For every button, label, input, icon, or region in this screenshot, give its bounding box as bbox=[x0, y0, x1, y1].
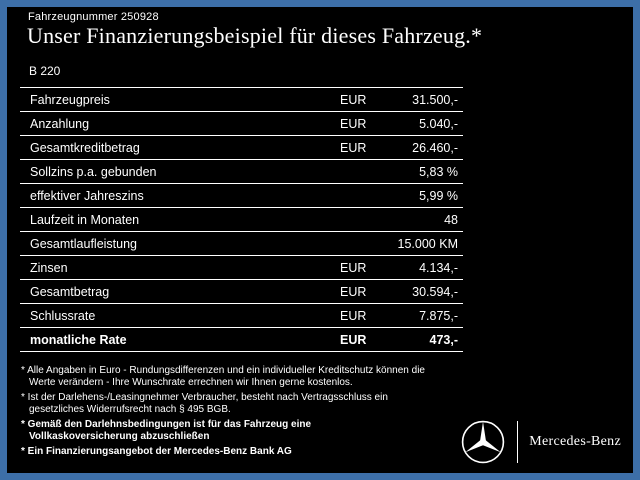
mercedes-star-icon bbox=[462, 420, 505, 464]
vehicle-model: B 220 bbox=[29, 64, 61, 78]
page-title: Unser Finanzierungsbeispiel für dieses F… bbox=[27, 23, 483, 48]
row-label: monatliche Rate bbox=[30, 332, 127, 347]
footnote: * Ein Finanzierungsangebot der Mercedes-… bbox=[21, 446, 292, 457]
row-value: 4.134,- bbox=[419, 260, 458, 275]
row-currency: EUR bbox=[340, 116, 367, 131]
row-value: 15.000 KM bbox=[397, 236, 458, 251]
finance-table: Fahrzeugpreis EUR 31.500,- Anzahlung EUR… bbox=[20, 87, 463, 352]
table-row: Schlussrate EUR 7.875,- bbox=[20, 304, 463, 328]
row-label: Anzahlung bbox=[30, 116, 90, 131]
table-row: Fahrzeugpreis EUR 31.500,- bbox=[20, 88, 463, 112]
row-label: Schlussrate bbox=[30, 308, 96, 323]
row-currency: EUR bbox=[340, 140, 367, 155]
table-row: Anzahlung EUR 5.040,- bbox=[20, 112, 463, 136]
footnote: * Alle Angaben in Euro - Rundungsdiffere… bbox=[21, 365, 425, 388]
row-currency: EUR bbox=[340, 260, 367, 275]
brand-area: Mercedes-Benz bbox=[460, 419, 621, 465]
row-label: Gesamtkreditbetrag bbox=[30, 140, 140, 155]
row-label: Laufzeit in Monaten bbox=[30, 212, 140, 227]
row-value: 7.875,- bbox=[419, 308, 458, 323]
footnotes: * Alle Angaben in Euro - Rundungsdiffere… bbox=[21, 365, 473, 462]
row-value: 48 bbox=[444, 212, 458, 227]
table-row: Laufzeit in Monaten 48 bbox=[20, 208, 463, 232]
row-label: Zinsen bbox=[30, 260, 68, 275]
row-label: effektiver Jahreszins bbox=[30, 188, 144, 203]
table-row: effektiver Jahreszins 5,99 % bbox=[20, 184, 463, 208]
row-value: 30.594,- bbox=[412, 284, 458, 299]
table-row: Gesamtbetrag EUR 30.594,- bbox=[20, 280, 463, 304]
row-label: Fahrzeugpreis bbox=[30, 92, 110, 107]
row-value: 5,83 % bbox=[419, 164, 458, 179]
table-row: Gesamtkreditbetrag EUR 26.460,- bbox=[20, 136, 463, 160]
row-currency: EUR bbox=[340, 308, 367, 323]
brand-divider bbox=[517, 421, 519, 463]
table-row: Gesamtlaufleistung 15.000 KM bbox=[20, 232, 463, 256]
row-value: 5.040,- bbox=[419, 116, 458, 131]
row-value: 26.460,- bbox=[412, 140, 458, 155]
row-currency: EUR bbox=[340, 332, 367, 347]
table-row: Sollzins p.a. gebunden 5,83 % bbox=[20, 160, 463, 184]
row-label: Gesamtbetrag bbox=[30, 284, 110, 299]
row-value: 473,- bbox=[429, 332, 459, 347]
vehicle-number: Fahrzeugnummer 250928 bbox=[28, 11, 159, 23]
row-value: 31.500,- bbox=[412, 92, 458, 107]
table-row: monatliche Rate EUR 473,- bbox=[20, 328, 463, 352]
footnote: * Ist der Darlehens-/Leasingnehmer Verbr… bbox=[21, 392, 388, 415]
finance-offer-screen: Fahrzeugnummer 250928 Unser Finanzierung… bbox=[7, 7, 633, 473]
row-label: Gesamtlaufleistung bbox=[30, 236, 138, 251]
row-currency: EUR bbox=[340, 284, 367, 299]
row-value: 5,99 % bbox=[419, 188, 458, 203]
brand-wordmark: Mercedes-Benz bbox=[529, 434, 621, 449]
table-row: Zinsen EUR 4.134,- bbox=[20, 256, 463, 280]
footnote: * Gemäß den Darlehnsbedingungen ist für … bbox=[21, 419, 312, 442]
row-label: Sollzins p.a. gebunden bbox=[30, 164, 157, 179]
row-currency: EUR bbox=[340, 92, 367, 107]
